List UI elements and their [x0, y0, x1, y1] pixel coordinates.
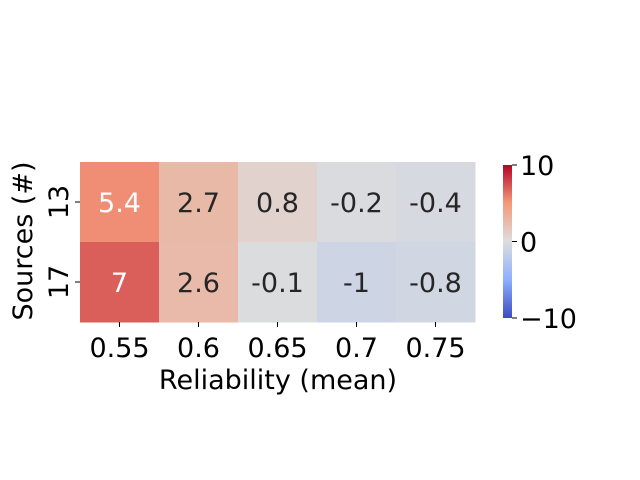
colorbar-gradient — [503, 165, 512, 318]
colorbar-tick-label: −10 — [520, 304, 577, 335]
cell-annotation: 2.7 — [177, 188, 220, 219]
cell-annotation: -0.1 — [251, 268, 304, 299]
heatmap-cell — [238, 162, 318, 243]
heatmap-cell — [80, 242, 160, 323]
cell-annotation: 5.4 — [98, 188, 141, 219]
colorbar: 10 0 −10 — [503, 151, 577, 335]
cell-annotations: 5.4 2.7 0.8 -0.2 -0.4 7 2.6 -0.1 -1 -0.8 — [98, 188, 462, 299]
colorbar-tick-label: 10 — [520, 151, 554, 182]
y-tick-label: 13 — [44, 185, 75, 219]
y-axis-label: Sources (#) — [8, 161, 39, 320]
x-axis-ticks: 0.55 0.6 0.65 0.7 0.75 — [89, 322, 466, 364]
heatmap-cell — [238, 242, 318, 323]
heatmap-cell — [396, 162, 476, 243]
heatmap-cell — [159, 242, 239, 323]
cell-annotation: -0.8 — [409, 268, 462, 299]
x-tick-label: 0.65 — [247, 333, 307, 364]
heatmap-cells — [80, 162, 476, 323]
x-tick-label: 0.75 — [405, 333, 465, 364]
x-tick-label: 0.55 — [89, 333, 149, 364]
colorbar-tick-label: 0 — [520, 228, 537, 259]
cell-annotation: 7 — [111, 268, 128, 299]
heatmap-cell — [80, 162, 160, 243]
x-tick-label: 0.6 — [177, 333, 220, 364]
heatmap-cell — [317, 242, 397, 323]
x-axis-label: Reliability (mean) — [159, 365, 397, 396]
cell-annotation: 0.8 — [256, 188, 299, 219]
cell-annotation: -0.2 — [330, 188, 383, 219]
cell-annotation: -0.4 — [409, 188, 462, 219]
heatmap-cell — [159, 162, 239, 243]
y-tick-label: 17 — [44, 265, 75, 299]
x-tick-label: 0.7 — [335, 333, 378, 364]
y-axis-ticks: 13 17 — [44, 185, 80, 299]
cell-annotation: 2.6 — [177, 268, 220, 299]
heatmap-cell — [317, 162, 397, 243]
heatmap-cell — [396, 242, 476, 323]
cell-annotation: -1 — [343, 268, 370, 299]
colorbar-ticks: 10 0 −10 — [512, 151, 577, 335]
